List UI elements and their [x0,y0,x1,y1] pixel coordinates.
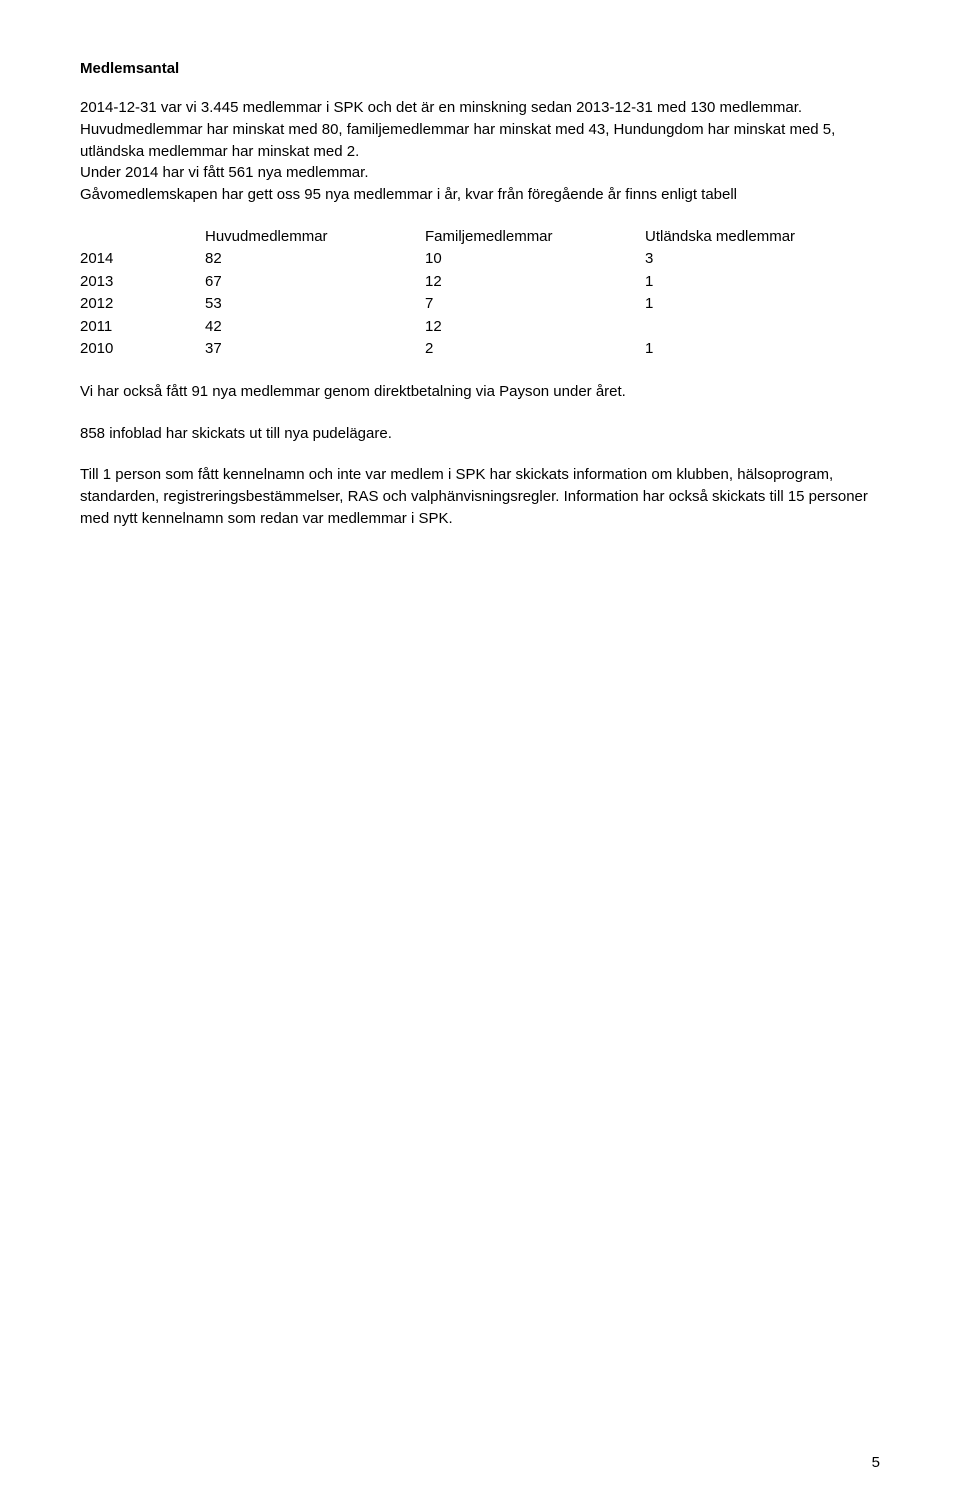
table-cell: 3 [645,248,865,271]
table-cell: 12 [425,271,645,294]
table-cell: 2010 [80,338,205,361]
table-cell: 2011 [80,316,205,339]
table-cell: 12 [425,316,645,339]
table-cell: 42 [205,316,425,339]
table-header-row: Huvudmedlemmar Familjemedlemmar Utländsk… [80,226,880,249]
paragraph-line: Gåvomedlemskapen har gett oss 95 nya med… [80,186,737,203]
table-cell: 37 [205,338,425,361]
table-row: 2011 42 12 [80,316,880,339]
table-cell [645,316,865,339]
table-row: 2014 82 10 3 [80,248,880,271]
table-row: 2013 67 12 1 [80,271,880,294]
section-heading: Medlemsantal [80,60,880,77]
table-row: 2010 37 2 1 [80,338,880,361]
table-cell: 67 [205,271,425,294]
page-number: 5 [872,1454,880,1471]
paragraph-line: Under 2014 har vi fått 561 nya medlemmar… [80,164,369,181]
paragraph-line: Huvudmedlemmar har minskat med 80, famil… [80,121,835,160]
table-cell: 10 [425,248,645,271]
table-cell: 53 [205,293,425,316]
table-header-cell: Familjemedlemmar [425,226,645,249]
table-cell: 2012 [80,293,205,316]
table-header-cell: Huvudmedlemmar [205,226,425,249]
table-cell: 1 [645,271,865,294]
table-cell: 82 [205,248,425,271]
paragraph: 858 infoblad har skickats ut till nya pu… [80,423,880,445]
table-cell: 1 [645,293,865,316]
paragraph-block-1: 2014-12-31 var vi 3.445 medlemmar i SPK … [80,97,880,206]
table-cell: 2014 [80,248,205,271]
table-row: 2012 53 7 1 [80,293,880,316]
paragraph: Vi har också fått 91 nya medlemmar genom… [80,381,880,403]
table-header-cell [80,226,205,249]
table-cell: 2013 [80,271,205,294]
table-cell: 1 [645,338,865,361]
paragraph-line: 2014-12-31 var vi 3.445 medlemmar i SPK … [80,99,802,116]
table-cell: 7 [425,293,645,316]
document-page: Medlemsantal 2014-12-31 var vi 3.445 med… [0,0,960,1511]
paragraph: Till 1 person som fått kennelnamn och in… [80,464,880,529]
membership-table: Huvudmedlemmar Familjemedlemmar Utländsk… [80,226,880,361]
table-cell: 2 [425,338,645,361]
table-header-cell: Utländska medlemmar [645,226,865,249]
